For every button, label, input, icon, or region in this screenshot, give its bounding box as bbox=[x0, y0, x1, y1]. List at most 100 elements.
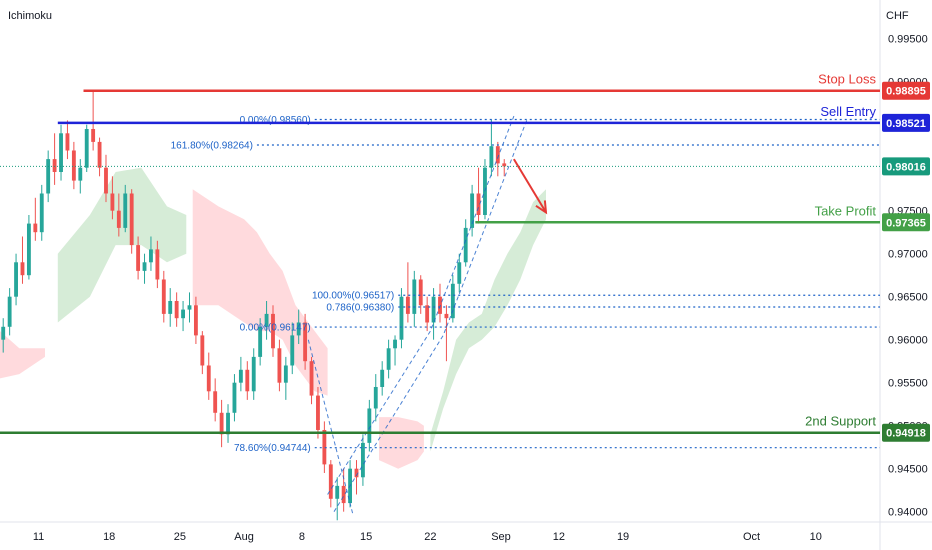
candle-body bbox=[367, 408, 372, 443]
candle-body bbox=[155, 249, 160, 280]
candle-body bbox=[52, 159, 57, 172]
candle-body bbox=[463, 227, 468, 263]
candle-body bbox=[91, 128, 96, 142]
candle-body bbox=[393, 339, 397, 349]
fib-level-label: 161.80%(0.98264) bbox=[171, 140, 253, 151]
candle-body bbox=[418, 279, 423, 306]
candle-body bbox=[219, 412, 224, 435]
fib-level-label: 100.00%(0.96517) bbox=[312, 291, 394, 302]
candle-body bbox=[258, 326, 263, 357]
candle-body bbox=[71, 150, 76, 181]
candle-body bbox=[213, 391, 218, 413]
candle-body bbox=[450, 283, 455, 319]
candle-body bbox=[328, 464, 333, 499]
candle-body bbox=[264, 313, 269, 327]
trend-channel-line bbox=[307, 339, 354, 517]
candle-body bbox=[360, 442, 365, 478]
candle-body bbox=[335, 485, 340, 499]
candle-body bbox=[232, 382, 237, 413]
candle-body bbox=[123, 193, 128, 228]
candle-body bbox=[245, 369, 250, 392]
cloud-bull-0 bbox=[57, 167, 187, 323]
y-axis[interactable]: 0.995000.990000.985000.980000.975000.970… bbox=[882, 34, 930, 519]
level-price-badge bbox=[882, 423, 930, 442]
level-text: 2nd Support bbox=[805, 414, 876, 429]
last-price-badge-label: 0.98016 bbox=[886, 161, 926, 173]
candle-body bbox=[431, 296, 436, 323]
y-tick-label: 0.94000 bbox=[888, 507, 928, 519]
candle-body bbox=[181, 309, 185, 319]
candle-body bbox=[405, 296, 410, 314]
fib-level-label: 0.786(0.96380) bbox=[326, 303, 394, 314]
x-axis[interactable]: 11 18 25 Aug 8 15 22 Sep 12 19 Oct 10 bbox=[33, 531, 822, 543]
candle-body bbox=[46, 159, 51, 194]
level-price-badge-label: 0.98895 bbox=[886, 86, 926, 98]
candle-body bbox=[14, 262, 18, 297]
x-tick-label: Sep bbox=[491, 531, 511, 543]
x-tick-label: 22 bbox=[424, 531, 436, 543]
level-text: Stop Loss bbox=[818, 72, 876, 87]
candle-body bbox=[502, 163, 507, 167]
x-tick-label: 25 bbox=[174, 531, 186, 543]
candle-body bbox=[26, 223, 31, 276]
candle-body bbox=[84, 128, 89, 168]
candle-body bbox=[226, 412, 230, 435]
candle-body bbox=[78, 167, 83, 181]
candle-body bbox=[316, 395, 320, 430]
candle-body bbox=[168, 300, 173, 314]
candle-body bbox=[59, 133, 63, 172]
candle-body bbox=[149, 249, 153, 263]
candle-body bbox=[283, 365, 288, 383]
candle-body bbox=[495, 146, 500, 164]
x-tick-label: 11 bbox=[33, 531, 44, 543]
y-tick-label: 0.97000 bbox=[888, 249, 928, 261]
trend-channels bbox=[307, 115, 528, 517]
fib-level-label: 0.00%(0.98560) bbox=[240, 115, 311, 126]
level-price-badge-label: 0.94918 bbox=[886, 428, 926, 440]
x-tick-label: 15 bbox=[360, 531, 372, 543]
x-tick-label: 19 bbox=[617, 531, 629, 543]
x-tick-label: 12 bbox=[553, 531, 565, 543]
cloud-bear-3 bbox=[379, 417, 424, 469]
candle-body bbox=[251, 356, 256, 392]
candle-body bbox=[65, 133, 70, 151]
candle-body bbox=[489, 146, 494, 168]
candle-body bbox=[296, 322, 301, 336]
candle-body bbox=[200, 335, 205, 366]
candle-body bbox=[412, 279, 417, 314]
y-tick-label: 0.94500 bbox=[888, 464, 928, 476]
y-tick-label: 0.99500 bbox=[888, 34, 928, 46]
arrow-head bbox=[535, 200, 548, 215]
cloud-bull-4 bbox=[430, 189, 546, 452]
candle-body bbox=[354, 468, 359, 478]
candle-body bbox=[7, 296, 12, 327]
candle-body bbox=[425, 305, 430, 323]
candle-body bbox=[33, 223, 38, 233]
x-tick-label: 8 bbox=[299, 531, 305, 543]
candle-body bbox=[20, 262, 25, 276]
x-tick-label: 18 bbox=[103, 531, 115, 543]
candle-body bbox=[277, 348, 282, 383]
y-tick-label: 0.96000 bbox=[888, 335, 928, 347]
candle-body bbox=[110, 193, 115, 211]
candle-body bbox=[444, 313, 449, 319]
candle-body bbox=[303, 322, 308, 362]
candle-body bbox=[476, 193, 481, 215]
level-price-badge bbox=[882, 81, 930, 100]
level-price-badge-label: 0.98521 bbox=[886, 118, 926, 130]
currency-label: CHF bbox=[886, 10, 909, 22]
candle-body bbox=[341, 485, 346, 504]
cloud-bear-1 bbox=[0, 331, 45, 379]
candle-body bbox=[174, 300, 179, 319]
candle-body bbox=[116, 210, 121, 228]
candle-body bbox=[206, 365, 211, 392]
candle-body bbox=[373, 386, 378, 409]
projection-arrow bbox=[513, 158, 548, 215]
candle-body bbox=[290, 335, 295, 366]
candle-body bbox=[104, 167, 108, 194]
candle-body bbox=[1, 326, 6, 340]
x-tick-label: Aug bbox=[234, 531, 254, 543]
fib-level-label: 0.00%(0.96147) bbox=[240, 323, 311, 334]
